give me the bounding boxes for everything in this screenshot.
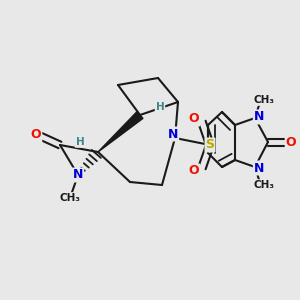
Text: O: O xyxy=(189,164,199,178)
Text: H: H xyxy=(76,137,84,147)
Text: O: O xyxy=(189,112,199,125)
Text: N: N xyxy=(254,110,264,124)
Text: O: O xyxy=(286,136,296,148)
Text: H: H xyxy=(156,102,164,112)
Polygon shape xyxy=(98,112,143,152)
Text: S: S xyxy=(206,139,214,152)
Text: N: N xyxy=(73,169,83,182)
Text: CH₃: CH₃ xyxy=(59,193,80,203)
Text: O: O xyxy=(31,128,41,142)
Text: N: N xyxy=(168,128,178,140)
Text: CH₃: CH₃ xyxy=(254,95,274,105)
Text: N: N xyxy=(254,161,264,175)
Text: CH₃: CH₃ xyxy=(254,180,274,190)
